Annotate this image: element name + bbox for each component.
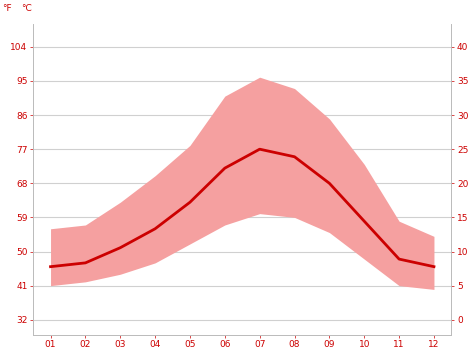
Text: °C: °C xyxy=(21,4,32,13)
Text: °F: °F xyxy=(2,4,11,13)
